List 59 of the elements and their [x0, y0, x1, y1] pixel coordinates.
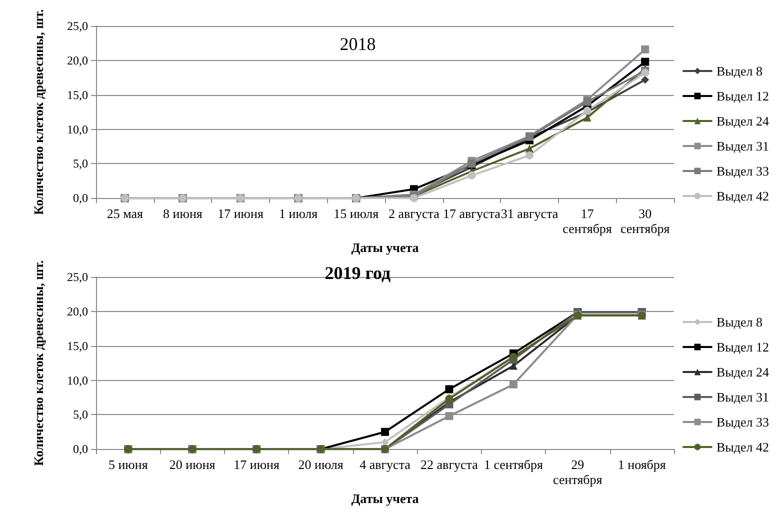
x-tick-label: 17 августа	[443, 206, 501, 222]
x-tick-label: 29 сентября	[553, 457, 602, 488]
point	[509, 380, 518, 388]
x-tick-label: 20 июня	[169, 457, 216, 472]
point	[583, 114, 592, 122]
x-tick-label: 1 июля	[279, 206, 318, 222]
legend-label: Выдел 8	[716, 64, 763, 78]
y-tick-label: 25,0	[67, 19, 88, 33]
point	[641, 76, 650, 84]
x-tick-label: 1 сентября	[484, 457, 543, 472]
y-tick-label: 10,0	[67, 373, 88, 388]
x-tick-label: 8 июня	[163, 206, 202, 222]
x-axis-title: Даты учета	[351, 240, 420, 255]
y-tick-label: 5,0	[73, 156, 88, 171]
x-axis-title: Даты учета	[351, 491, 420, 506]
x-tick-label: 30 сентября	[620, 206, 670, 236]
x-tick-label: 31 августа	[500, 206, 558, 222]
y-axis-title: Количество клеток древесины, шт.	[31, 9, 46, 215]
x-tick-label: 20 июля	[298, 457, 344, 472]
legend-label: Выдел 42	[716, 440, 770, 454]
legend-label: Выдел 42	[716, 188, 770, 204]
legend-label: Выдел 8	[716, 314, 763, 330]
point	[641, 45, 650, 54]
y-tick-label: 20,0	[67, 304, 88, 318]
legend-label: Выдел 33	[716, 164, 770, 178]
x-tick-label: 22 августа	[420, 457, 478, 472]
y-tick-label: 0,0	[73, 442, 88, 456]
legend-label: Выдел 12	[716, 88, 770, 104]
y-tick-label: 0,0	[73, 191, 88, 206]
x-tick-label: 17 сентября	[562, 206, 612, 236]
point	[445, 412, 454, 420]
x-tick-label: 2 августа	[388, 206, 440, 222]
chart-title: 2019 год	[324, 263, 391, 283]
point	[445, 385, 454, 394]
y-axis-title: Количество клеток древесины, шт.	[31, 260, 46, 466]
y-tick-label: 15,0	[67, 338, 88, 353]
point	[468, 171, 476, 180]
chart-title: 2018	[340, 34, 376, 54]
legend-label: Выдел 31	[716, 390, 770, 404]
x-tick-label: 25 мая	[106, 206, 143, 222]
legend-label: Выдел 24	[716, 364, 770, 380]
legend-label: Выдел 12	[716, 340, 770, 354]
legend-label: Выдел 33	[716, 414, 770, 430]
x-tick-label: 1 ноября	[618, 457, 666, 472]
x-tick-label: 15 июля	[334, 206, 379, 222]
x-tick-label: 4 августа	[360, 457, 411, 472]
x-tick-label: 17 июня	[234, 457, 280, 472]
legend-label: Выдел 24	[716, 114, 770, 128]
y-tick-label: 10,0	[67, 122, 88, 136]
legend-label: Выдел 31	[716, 138, 770, 154]
y-tick-label: 15,0	[67, 88, 88, 102]
y-tick-label: 25,0	[67, 270, 88, 284]
x-tick-label: 17 июня	[218, 206, 264, 222]
y-tick-label: 20,0	[67, 53, 88, 68]
point	[526, 151, 534, 160]
point	[381, 428, 389, 436]
y-tick-label: 5,0	[73, 408, 88, 422]
point	[641, 58, 650, 66]
x-tick-label: 5 июня	[108, 457, 148, 472]
